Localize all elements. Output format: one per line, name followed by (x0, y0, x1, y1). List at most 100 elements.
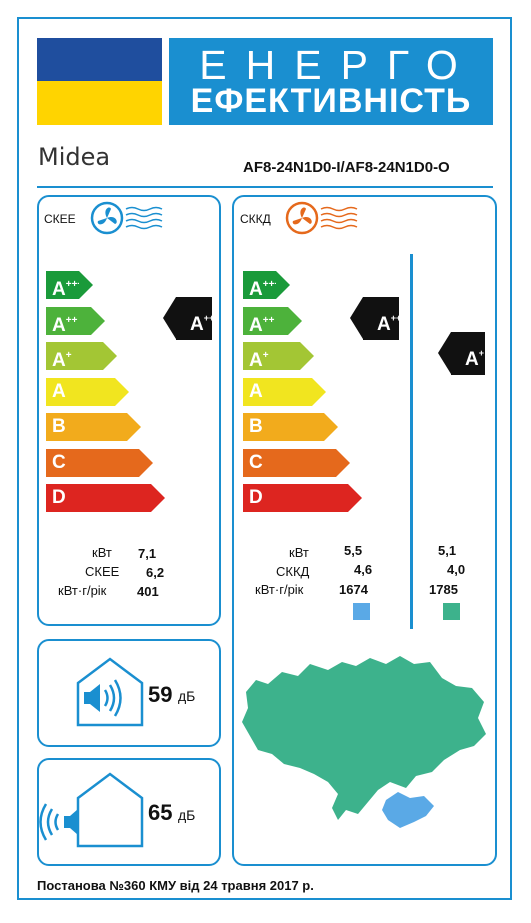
fan-warm-air-icon (285, 201, 358, 235)
cooling-spec-value-0: 7,1 (138, 546, 157, 561)
heating-class-bar-3: A (243, 377, 326, 406)
heating-spec-average-2: 1674 (339, 582, 368, 597)
heating-class-bar-1: A++ (243, 306, 302, 336)
cooling-class-letter-4: B (52, 416, 66, 437)
heating-rating-average-badge: A++ (350, 297, 402, 340)
cooling-class-plus-0: +++ (65, 279, 84, 290)
heating-class-arrow-1 (288, 306, 302, 335)
heating-class-letter-1: A (249, 314, 263, 336)
indoor-noise-unit: дБ (178, 688, 196, 704)
cooling-spec-value-1: 6,2 (146, 565, 165, 580)
heating-class-letter-2: A (249, 350, 263, 371)
model-number: AF8-24N1D0-I/AF8-24N1D0-O (243, 159, 450, 176)
cooling-class-letter-0: A (52, 279, 66, 300)
heating-class-arrow-4 (324, 413, 338, 441)
flag-blue-stripe (37, 38, 162, 81)
heating-class-letter-6: D (249, 487, 263, 508)
brand-name: Midea (38, 143, 111, 171)
cooling-spec-label-2: кВт·г/рік (58, 583, 107, 598)
regulation-footnote: Постанова №360 КМУ від 24 травня 2017 р. (37, 878, 314, 893)
cooling-rating-letter: A (190, 314, 204, 335)
heating-class-arrow-0 (276, 271, 290, 299)
cooling-class-bar-3: A (46, 377, 129, 406)
cooling-class-letter-2: A (52, 350, 66, 371)
heating-class-arrow-6 (348, 484, 362, 512)
heating-spec-warmer-2: 1785 (429, 582, 458, 597)
heating-class-plus-0: +++ (262, 279, 281, 290)
cooling-panel (37, 195, 221, 626)
cooling-class-arrow-5 (139, 448, 153, 477)
label-frame (17, 17, 512, 900)
flag-yellow-stripe (37, 81, 162, 125)
indoor-noise-value: 59 (148, 682, 173, 707)
heating-class-letter-4: B (249, 416, 263, 437)
cooling-class-letter-5: C (52, 451, 66, 473)
heating-class-arrow-2 (300, 342, 314, 370)
brand-logo: Midea (38, 143, 110, 171)
heating-class-bar-0: A+++ (243, 271, 290, 300)
cooling-spec-label-1: СКЕЕ (85, 564, 120, 579)
heating-class-bar-5: C (243, 448, 350, 477)
heating-spec-label-2: кВт·г/рік (255, 582, 304, 597)
heating-rating-average-letter: A (377, 314, 391, 335)
heating-class-plus-1: ++ (262, 314, 275, 326)
title-line-1: ЕНЕРГО (199, 42, 477, 88)
cooling-spec-label-0: кВт (92, 545, 112, 560)
heating-label: СККД (240, 212, 271, 226)
cooling-rating-plus: ++ (203, 313, 215, 323)
heating-rating-average-plus: ++ (390, 313, 402, 323)
heating-class-arrow-5 (336, 448, 350, 477)
cooling-label: СКЕЕ (44, 212, 76, 226)
cooling-class-bar-0: A+++ (46, 271, 93, 300)
cooling-class-bar-4: B (46, 413, 141, 441)
heating-class-bar-6: D (243, 484, 362, 512)
heating-zone-divider (410, 254, 413, 629)
heating-spec-label-1: СККД (276, 564, 310, 579)
heating-panel (232, 195, 497, 866)
heating-class-bar-2: A+ (243, 342, 314, 371)
average-zone-swatch (353, 603, 370, 620)
heating-spec-label-0: кВт (289, 545, 309, 560)
cooling-class-plus-2: + (65, 350, 72, 361)
cooling-class-arrow-2 (103, 342, 117, 370)
heating-spec-warmer-0: 5,1 (438, 543, 457, 558)
title-line-2: ЕФЕКТИВНІСТЬ (190, 82, 472, 120)
heating-class-letter-0: A (249, 279, 263, 300)
outdoor-noise-value: 65 (148, 800, 173, 825)
cooling-class-arrow-4 (127, 413, 141, 441)
cooling-spec-value-2: 401 (137, 584, 159, 599)
heating-class-bar-4: B (243, 413, 338, 441)
cooling-class-bar-6: D (46, 484, 165, 512)
cooling-class-arrow-1 (91, 306, 105, 335)
title-banner: ЕНЕРГО ЕФЕКТИВНІСТЬ (169, 38, 493, 125)
cooling-class-bar-1: A++ (46, 306, 105, 336)
header-divider (37, 186, 493, 188)
heating-spec-average-0: 5,5 (344, 543, 363, 558)
outdoor-noise-panel (37, 758, 221, 866)
heating-class-letter-5: C (249, 451, 263, 473)
cooling-rating-badge: A++ (163, 297, 215, 340)
heating-class-letter-3: A (249, 380, 263, 402)
fan-cold-air-icon (90, 201, 163, 235)
heating-class-arrow-3 (312, 377, 326, 406)
outdoor-speaker-house-icon (39, 772, 144, 848)
ukraine-map-icon (242, 656, 486, 828)
heating-class-plus-2: + (262, 350, 269, 361)
indoor-noise-panel (37, 639, 221, 747)
indoor-speaker-house-icon (76, 657, 144, 727)
heating-rating-warmer-plus: + (478, 348, 484, 358)
heating-rating-warmer-letter: A (465, 349, 479, 370)
cooling-class-letter-3: A (52, 380, 66, 402)
cooling-class-arrow-0 (79, 271, 93, 299)
cooling-class-letter-6: D (52, 487, 66, 508)
cooling-class-arrow-3 (115, 377, 129, 406)
cooling-class-arrow-6 (151, 484, 165, 512)
heating-spec-warmer-1: 4,0 (447, 562, 466, 577)
heating-spec-average-1: 4,6 (354, 562, 373, 577)
cooling-class-bar-2: A+ (46, 342, 117, 371)
cooling-class-plus-1: ++ (65, 314, 78, 326)
heating-rating-warmer-badge: A+ (438, 332, 485, 375)
cooling-class-letter-1: A (52, 314, 66, 336)
cooling-class-bar-5: C (46, 448, 153, 477)
outdoor-noise-unit: дБ (178, 807, 196, 823)
